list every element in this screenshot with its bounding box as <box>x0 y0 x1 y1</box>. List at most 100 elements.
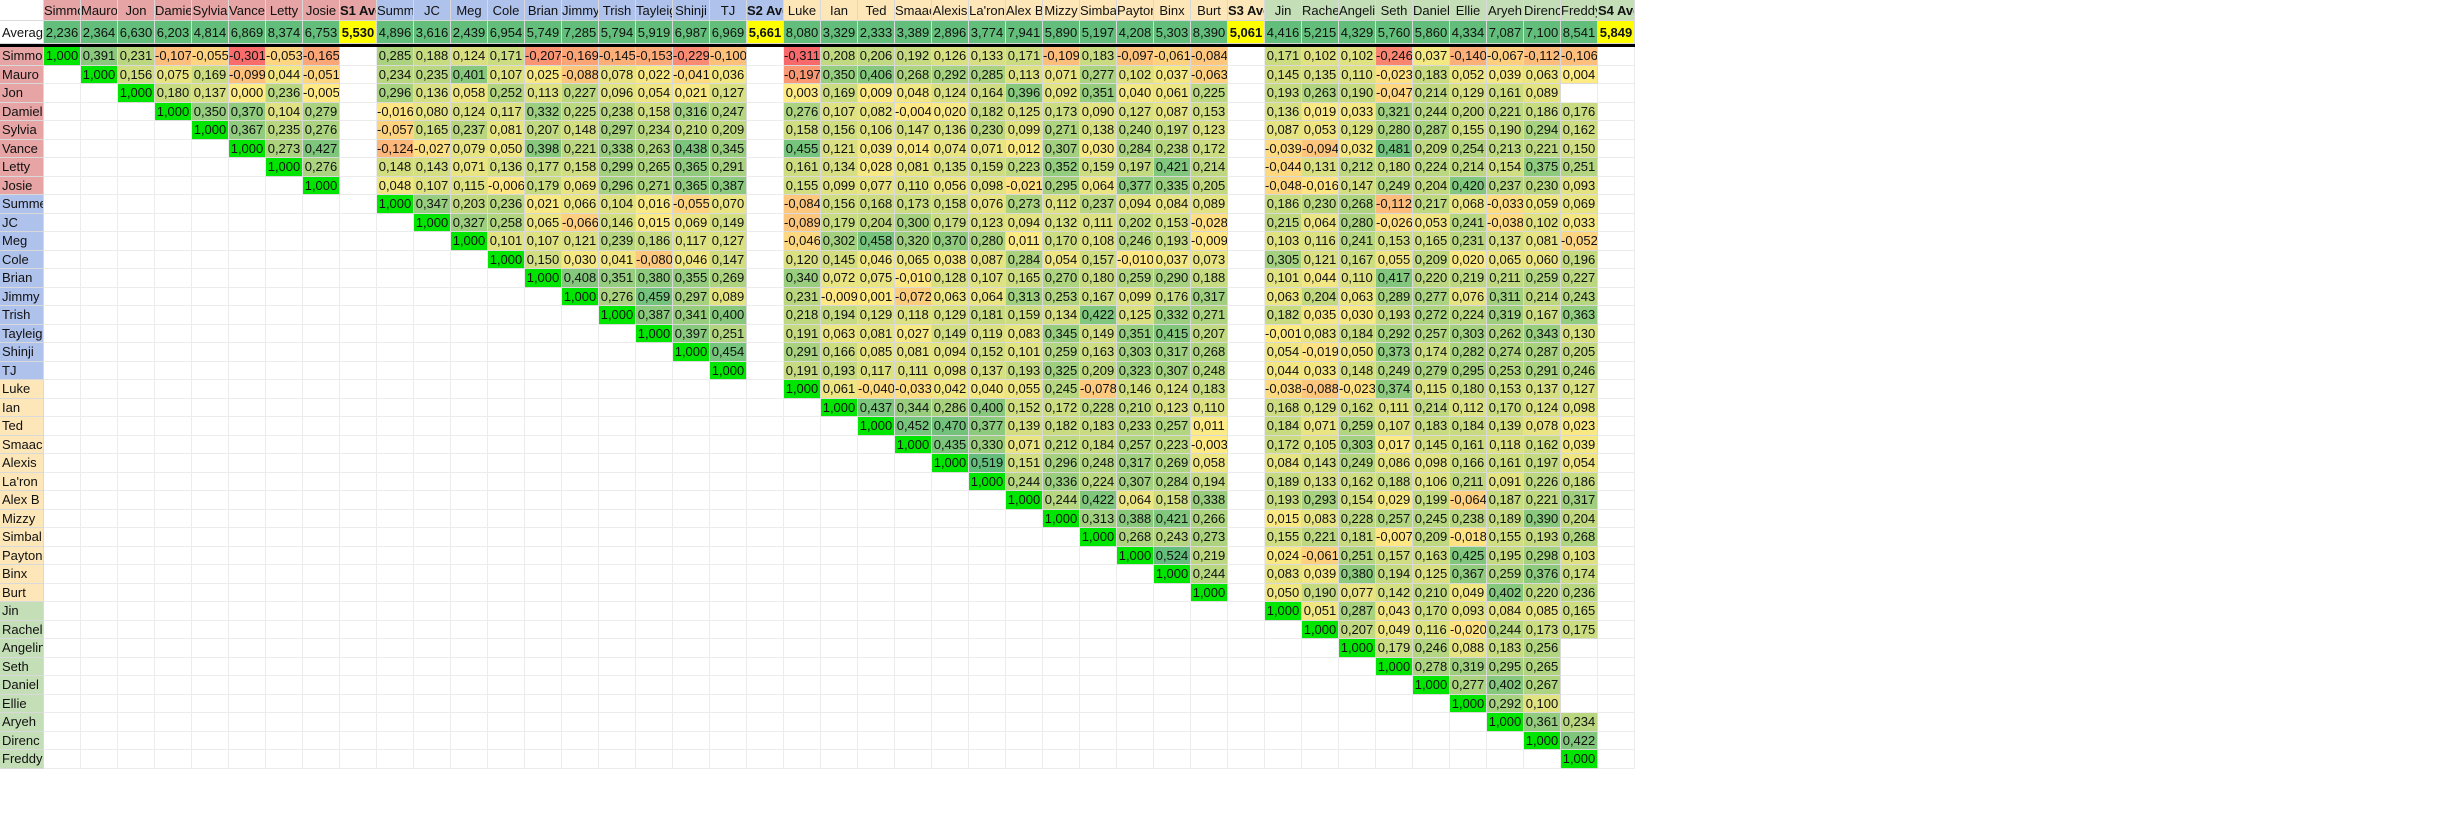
correlation-cell: 0,171 <box>488 47 525 66</box>
empty-cell <box>895 472 932 491</box>
correlation-cell: 0,338 <box>1191 491 1228 510</box>
empty-cell <box>266 398 303 417</box>
correlation-cell: 0,167 <box>1080 287 1117 306</box>
correlation-cell: 0,231 <box>118 47 155 66</box>
empty-cell <box>1598 213 1635 232</box>
correlation-cell: 0,184 <box>1265 417 1302 436</box>
correlation-cell: 0,330 <box>969 435 1006 454</box>
empty-cell <box>155 213 192 232</box>
empty-cell <box>784 435 821 454</box>
empty-cell <box>303 657 340 676</box>
correlation-cell: -0,041 <box>673 65 710 84</box>
correlation-cell: 0,202 <box>1117 213 1154 232</box>
correlation-cell: 0,069 <box>562 176 599 195</box>
correlation-cell: 0,076 <box>969 195 1006 214</box>
correlation-cell: 0,084 <box>1154 195 1191 214</box>
correlation-cell: 0,377 <box>969 417 1006 436</box>
empty-cell <box>229 380 266 399</box>
empty-cell <box>229 694 266 713</box>
empty-cell <box>340 713 377 732</box>
empty-cell <box>969 676 1006 695</box>
correlation-cell: 0,174 <box>1413 343 1450 362</box>
season-avg-value: 5,849 <box>1598 21 1635 44</box>
correlation-cell: 0,064 <box>1117 491 1154 510</box>
column-header: Alexis <box>932 0 969 21</box>
correlation-cell: 0,137 <box>1524 380 1561 399</box>
empty-cell <box>44 676 81 695</box>
correlation-cell: 0,276 <box>599 287 636 306</box>
empty-cell <box>1265 639 1302 658</box>
correlation-cell: 0,124 <box>932 84 969 103</box>
empty-cell <box>1154 750 1191 769</box>
correlation-cell: 0,159 <box>1006 306 1043 325</box>
empty-cell <box>747 84 784 103</box>
empty-cell <box>118 158 155 177</box>
correlation-cell: 0,162 <box>1524 435 1561 454</box>
empty-cell <box>599 639 636 658</box>
correlation-cell: 0,191 <box>784 324 821 343</box>
empty-cell <box>858 472 895 491</box>
empty-cell <box>1191 731 1228 750</box>
empty-cell <box>562 398 599 417</box>
correlation-cell: 0,408 <box>562 269 599 288</box>
empty-cell <box>747 176 784 195</box>
empty-cell <box>266 657 303 676</box>
correlation-cell: 0,117 <box>488 102 525 121</box>
empty-cell <box>821 694 858 713</box>
row-label: Smaack <box>0 435 44 454</box>
correlation-cell: -0,003 <box>1191 435 1228 454</box>
average-value: 6,753 <box>303 21 340 44</box>
correlation-cell: 0,219 <box>1450 269 1487 288</box>
empty-cell <box>1598 158 1635 177</box>
empty-cell <box>81 343 118 362</box>
correlation-cell: 0,253 <box>1487 361 1524 380</box>
empty-cell <box>266 213 303 232</box>
correlation-cell: 0,132 <box>1043 213 1080 232</box>
correlation-cell: 0,374 <box>1376 380 1413 399</box>
empty-cell <box>562 657 599 676</box>
empty-cell <box>858 491 895 510</box>
empty-cell <box>81 398 118 417</box>
correlation-cell: 0,064 <box>969 287 1006 306</box>
empty-cell <box>81 324 118 343</box>
empty-cell <box>1117 731 1154 750</box>
empty-cell <box>969 713 1006 732</box>
empty-cell <box>1598 472 1635 491</box>
empty-cell <box>747 509 784 528</box>
empty-cell <box>118 472 155 491</box>
empty-cell <box>1154 676 1191 695</box>
empty-cell <box>155 694 192 713</box>
empty-cell <box>451 306 488 325</box>
column-header: Seth <box>1376 0 1413 21</box>
correlation-cell: 0,400 <box>969 398 1006 417</box>
correlation-cell: 0,262 <box>1487 324 1524 343</box>
correlation-cell: 0,273 <box>266 139 303 158</box>
empty-cell <box>451 324 488 343</box>
empty-cell <box>229 417 266 436</box>
correlation-cell: 0,145 <box>821 250 858 269</box>
empty-cell <box>414 546 451 565</box>
correlation-cell: 0,317 <box>1561 491 1598 510</box>
empty-cell <box>81 454 118 473</box>
correlation-cell: 0,224 <box>1450 306 1487 325</box>
correlation-cell: 0,259 <box>1043 343 1080 362</box>
correlation-cell: -0,064 <box>1450 491 1487 510</box>
empty-cell <box>525 398 562 417</box>
correlation-cell: 0,397 <box>673 324 710 343</box>
empty-cell <box>969 639 1006 658</box>
correlation-cell: 0,155 <box>1265 528 1302 547</box>
empty-cell <box>488 750 525 769</box>
empty-cell <box>821 435 858 454</box>
correlation-cell: 0,223 <box>1006 158 1043 177</box>
correlation-cell: 0,167 <box>1524 306 1561 325</box>
empty-cell <box>340 509 377 528</box>
correlation-cell: -0,097 <box>1117 47 1154 66</box>
empty-cell <box>303 287 340 306</box>
column-header: Summer <box>377 0 414 21</box>
correlation-cell: -0,084 <box>784 195 821 214</box>
empty-cell <box>44 232 81 251</box>
correlation-cell: 0,156 <box>821 195 858 214</box>
empty-cell <box>969 491 1006 510</box>
empty-cell <box>636 472 673 491</box>
empty-cell <box>1006 546 1043 565</box>
